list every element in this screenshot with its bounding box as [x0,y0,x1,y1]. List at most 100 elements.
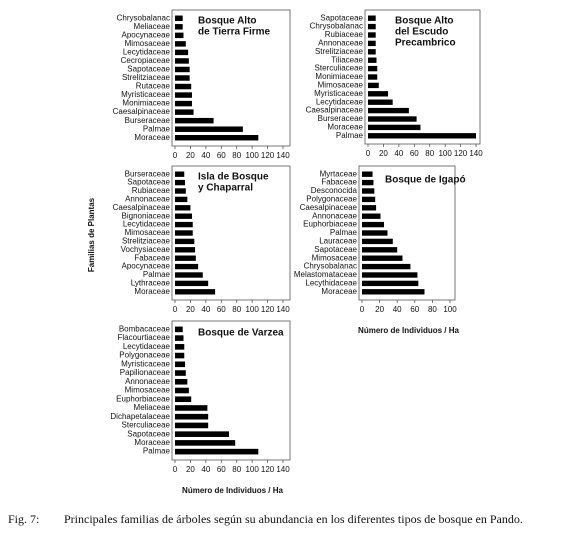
bar [175,326,183,333]
bar [368,107,409,114]
x-tick-label: 20 [375,305,384,314]
x-tick-label: 100 [438,149,452,158]
y-tick-label: Melastomataceae [294,270,358,279]
x-tick-label: 0 [366,149,371,158]
x-tick-label: 60 [217,305,226,314]
bar [368,99,393,105]
bar [362,196,376,203]
x-axis-label: Número de Individuos / Ha [358,326,459,335]
y-tick-label: Sapotaceae [127,429,170,438]
y-tick-label: Euphorbiaceae [303,220,357,229]
bar [175,188,186,194]
y-tick-label: Cecropiaceae [121,56,171,65]
x-tick-label: 60 [410,149,419,158]
y-tick-label: Chrysobalanac [310,22,363,31]
x-tick-label: 40 [394,149,403,158]
y-tick-label: Lecytidaceae [123,342,171,351]
x-tick-label: 100 [245,465,259,474]
x-tick-label: 80 [425,149,434,158]
y-tick-label: Chrysobalanac [117,13,170,22]
x-tick-label: 120 [261,151,275,160]
y-tick-label: Caesalpinaceae [300,203,358,212]
y-tick-label: Rutaceae [136,82,171,91]
bar [368,82,379,89]
bar [175,280,209,287]
y-tick-label: Rubiaceae [325,30,364,39]
y-tick-label: Lythraceae [131,279,171,288]
x-tick-label: 100 [245,151,259,160]
y-tick-label: Sterculiaceae [122,421,171,430]
chart-title: Bosque de Varzea [198,328,284,339]
y-tick-label: Burseraceae [125,169,171,178]
x-tick-label: 40 [393,305,402,314]
bar [175,405,208,411]
bar [175,396,192,403]
chart-title: del Escudo [395,27,448,38]
caption-text: Principales familias de árboles según su… [64,512,523,526]
bar [368,133,476,139]
bar [362,280,419,287]
chart-title: y Chaparral [198,183,253,194]
y-tick-label: Papilionaceae [120,368,171,377]
bar [362,247,398,253]
bar [362,289,425,295]
y-tick-label: Lecytidaceae [123,48,171,57]
bar [175,49,189,56]
y-tick-label: Burseraceae [125,116,171,125]
y-tick-label: Meliaceae [134,22,171,31]
plot-frame [364,9,481,145]
bar [175,247,196,253]
y-tick-label: Moraceae [327,123,363,132]
x-tick-label: 0 [173,151,178,160]
y-tick-label: Apocynaceae [122,30,171,39]
y-tick-label: Caesalpinaceae [113,203,171,212]
chart-title: Bosque de Igapó [385,175,466,186]
bar [175,41,186,47]
y-tick-label: Chrysobalanac [304,262,357,271]
y-tick-label: Vochysiaceae [121,245,171,254]
y-tick-label: Annonaceae [312,211,357,220]
bar [175,352,185,359]
x-tick-label: 40 [201,465,210,474]
bar [175,83,192,90]
x-tick-label: 80 [232,465,241,474]
x-tick-label: 140 [276,305,290,314]
y-tick-label: Meliaceae [134,403,171,412]
x-tick-label: 140 [469,149,483,158]
bar [362,263,411,270]
y-tick-label: Sapotaceae [314,245,357,254]
y-tick-label: Mimosaceae [125,39,171,48]
y-tick-label: Moraceae [134,287,170,296]
y-tick-label: Fabaceae [134,253,170,262]
y-tick-label: Apocynaceae [122,262,171,271]
bar [362,171,373,177]
y-tick-label: Palmae [336,131,364,140]
y-tick-label: Lecytidaceae [123,220,171,229]
bar [175,213,192,219]
x-tick-label: 60 [217,151,226,160]
y-tick-label: Rubiaceae [132,186,171,195]
y-tick-label: Dichapetalaceae [110,412,170,421]
plot-frame [171,9,291,147]
bar [362,221,384,228]
chart-title: Bosque Alto [395,16,454,27]
caption-label: Fig. 7: [8,512,40,526]
y-tick-label: Annonaceae [125,377,170,386]
y-tick-label: Palmae [143,447,171,456]
bar [362,255,403,261]
bar [175,92,192,98]
x-tick-label: 20 [186,465,195,474]
y-tick-label: Strelitziaceae [122,237,171,246]
bar [368,124,421,131]
bar [362,238,393,245]
plot-frame [358,165,456,301]
bar [362,179,374,186]
plot-frame [171,165,291,301]
y-tick-label: Caesalpinaceae [306,106,364,115]
bar [175,272,203,278]
x-tick-label: 20 [379,149,388,158]
bar [175,378,188,385]
y-tick-label: Lecytidaceae [316,97,364,106]
chart-title: Bosque Alto [198,16,257,27]
y-axis-label: Familias de Plantas [87,197,96,272]
